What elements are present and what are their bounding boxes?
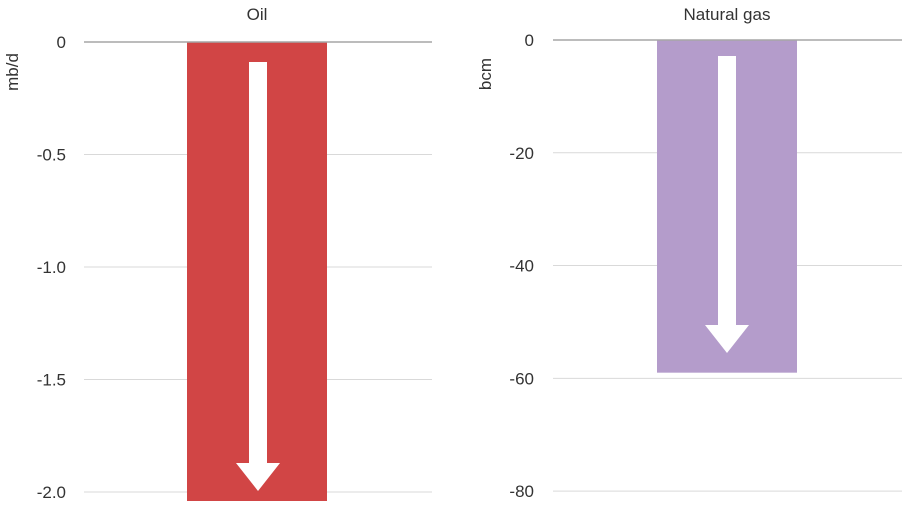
panel-2-title: Natural gas bbox=[684, 5, 771, 24]
panel-1-ytick-label-1: -0.5 bbox=[37, 146, 66, 165]
panel-2-ytick-label-3: -60 bbox=[509, 369, 534, 388]
panel-2-down-arrow-icon bbox=[705, 56, 749, 353]
panel-1-ytick-label-2: -1.0 bbox=[37, 258, 66, 277]
panel-2: 0 -20 -40 -60 -80 Natural gas bcm bbox=[476, 5, 902, 501]
panel-2-ytick-label-4: -80 bbox=[509, 482, 534, 501]
panel-1-ytick-label-3: -1.5 bbox=[37, 371, 66, 390]
panel-1-title: Oil bbox=[247, 5, 268, 24]
panel-2-ylabel: bcm bbox=[476, 58, 495, 90]
panel-1-ylabel: mb/d bbox=[3, 53, 22, 91]
panel-2-ytick-label-1: -20 bbox=[509, 144, 534, 163]
panel-2-ytick-label-0: 0 bbox=[525, 31, 534, 50]
panel-1-down-arrow-icon bbox=[236, 62, 280, 491]
panel-1-ytick-label-0: 0 bbox=[57, 33, 66, 52]
panel-1-ytick-label-4: -2.0 bbox=[37, 483, 66, 502]
panel-2-ytick-label-2: -40 bbox=[509, 257, 534, 276]
panel-1: 0 -0.5 -1.0 -1.5 -2.0 Oil mb/d bbox=[3, 5, 432, 502]
